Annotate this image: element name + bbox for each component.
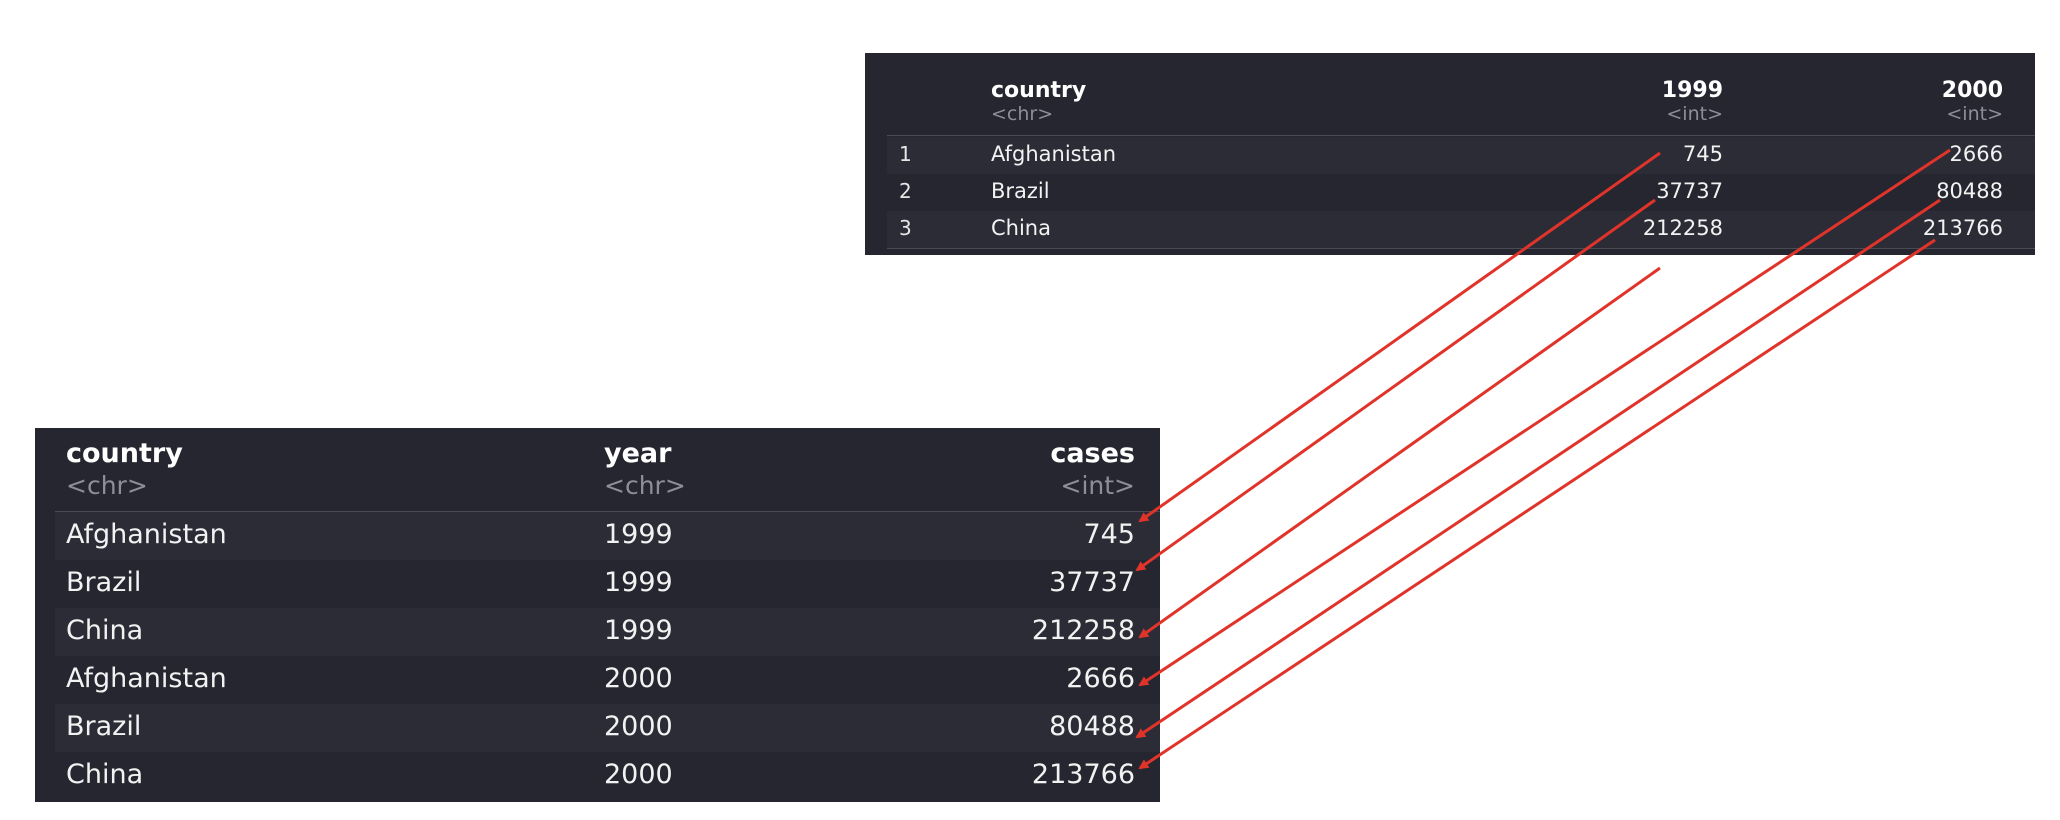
cell-year: 2000 — [604, 711, 673, 742]
column-header-year: year — [604, 438, 672, 469]
arrow-china-1999 — [1138, 266, 1661, 639]
cell-cases: 745 — [1083, 519, 1135, 550]
cell-1999: 212258 — [1642, 216, 1723, 240]
table-row — [887, 211, 2035, 248]
row-index: 1 — [899, 142, 912, 166]
column-header-cases: cases — [1050, 438, 1135, 469]
column-header-1999: 1999 — [1661, 78, 1723, 103]
arrow-brazil-1999 — [1135, 198, 1656, 572]
cell-cases: 212258 — [1031, 615, 1135, 646]
column-type-2000: <int> — [1946, 103, 2003, 125]
cell-2000: 2666 — [1949, 142, 2003, 166]
header-divider — [55, 511, 1160, 512]
header-divider — [887, 135, 2035, 136]
column-header-country: country — [66, 438, 183, 469]
cell-1999: 745 — [1682, 142, 1723, 166]
column-type-country: <chr> — [991, 103, 1054, 125]
table-row — [55, 608, 1160, 656]
cell-country: China — [991, 216, 1051, 240]
cell-cases: 80488 — [1049, 711, 1135, 742]
table-row — [55, 560, 1160, 608]
cell-country: Afghanistan — [991, 142, 1117, 166]
table-row — [55, 656, 1160, 704]
arrow-brazil-2000 — [1135, 198, 1941, 739]
cell-country: China — [66, 615, 144, 646]
cell-2000: 80488 — [1936, 179, 2003, 203]
row-index: 2 — [899, 179, 912, 203]
table-row — [55, 512, 1160, 560]
row-index: 3 — [899, 216, 912, 240]
table-row — [887, 174, 2035, 211]
cell-year: 1999 — [604, 615, 673, 646]
table-bottom-divider — [887, 248, 2035, 249]
cell-year: 2000 — [604, 759, 673, 790]
cell-cases: 2666 — [1066, 663, 1135, 694]
long-table: country <chr> year <chr> cases <int> Afg… — [35, 428, 1160, 802]
column-header-2000: 2000 — [1941, 78, 2003, 103]
cell-cases: 213766 — [1031, 759, 1135, 790]
wide-table: country <chr> 1999 <int> 2000 <int> 1 Af… — [865, 53, 2035, 255]
arrow-china-2000 — [1138, 238, 1936, 770]
table-row — [55, 752, 1160, 800]
cell-country: Afghanistan — [66, 663, 227, 694]
cell-country: Afghanistan — [66, 519, 227, 550]
cell-year: 1999 — [604, 519, 673, 550]
column-header-country: country — [991, 78, 1087, 103]
table-row — [55, 704, 1160, 752]
cell-1999: 37737 — [1656, 179, 1723, 203]
column-type-cases: <int> — [1060, 471, 1136, 500]
cell-cases: 37737 — [1049, 567, 1135, 598]
cell-year: 1999 — [604, 567, 673, 598]
cell-country: Brazil — [991, 179, 1050, 203]
cell-year: 2000 — [604, 663, 673, 694]
cell-2000: 213766 — [1922, 216, 2003, 240]
cell-country: Brazil — [66, 567, 142, 598]
cell-country: China — [66, 759, 144, 790]
column-type-1999: <int> — [1666, 103, 1723, 125]
cell-country: Brazil — [66, 711, 142, 742]
column-type-country: <chr> — [66, 471, 148, 500]
column-type-year: <chr> — [604, 471, 686, 500]
